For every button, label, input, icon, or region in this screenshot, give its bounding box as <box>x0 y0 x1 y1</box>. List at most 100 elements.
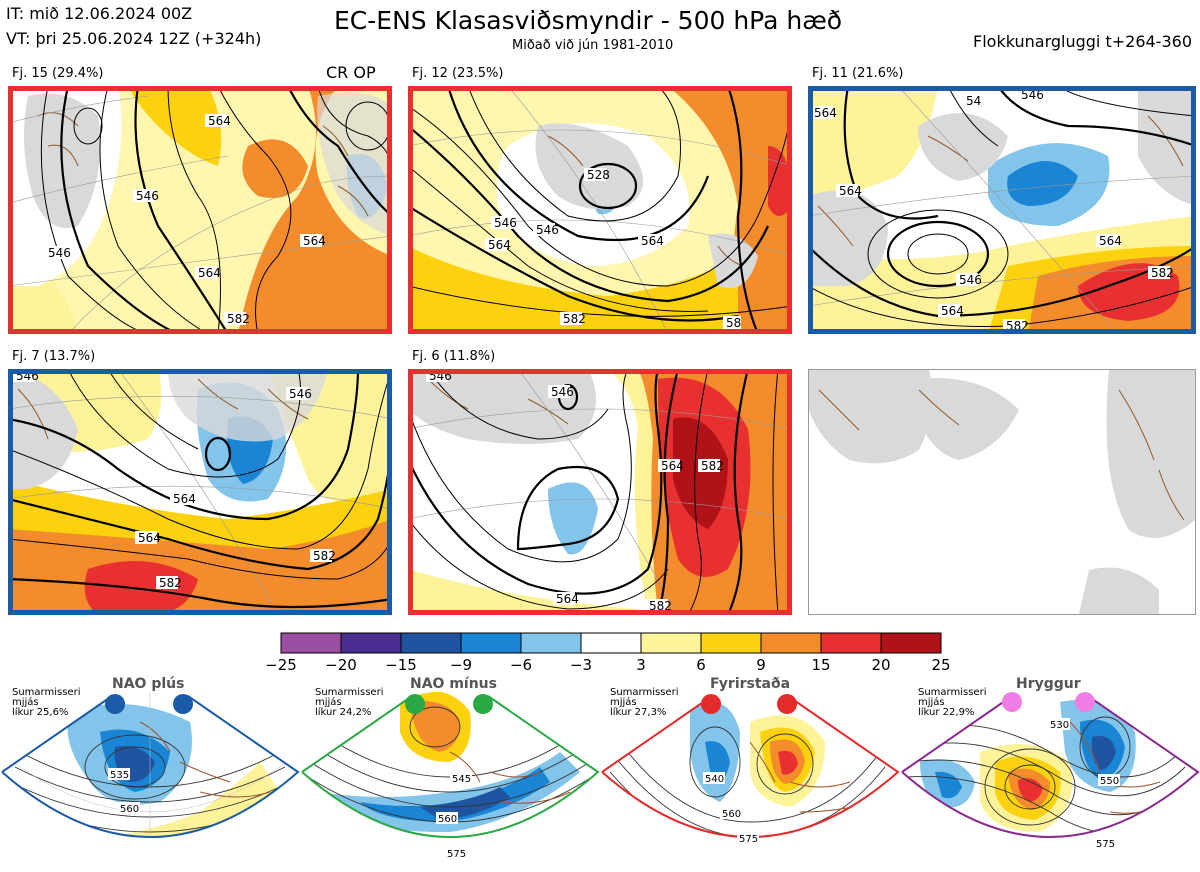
panel-5-frame <box>408 369 792 615</box>
circle-marker-icon <box>1002 692 1022 712</box>
colorbar-swatch <box>820 632 882 654</box>
colorbar-swatch <box>760 632 822 654</box>
circle-marker-icon <box>1075 692 1095 712</box>
empty-base-map <box>808 369 1196 615</box>
contour-label: 575 <box>1096 839 1115 850</box>
regime-1-map: 535 560 <box>1 692 300 838</box>
contour-label: 540 <box>705 774 724 785</box>
circle-marker-icon <box>473 694 493 714</box>
panel-1-label: Fj. 15 (29.4%) <box>12 66 104 81</box>
colorbar-tick-label: 9 <box>756 656 766 674</box>
contour-label: 582 <box>563 312 586 326</box>
contour-label: 582 <box>649 599 672 613</box>
colorbar-tick-label: −15 <box>385 656 417 674</box>
contour-label: 545 <box>452 774 471 785</box>
regime-3-name: Fyrirstaða <box>710 676 791 692</box>
colorbar-swatches <box>280 632 942 654</box>
regime-3-map: 540 560 575 <box>601 692 900 845</box>
regime-2-map: 545 560 575 <box>301 692 600 860</box>
classification-window: Flokkunargluggi t+264-360 <box>973 32 1192 51</box>
contour-label: 564 <box>1099 234 1122 248</box>
contour-label: 564 <box>661 459 684 473</box>
init-time: IT: mið 12.06.2024 00Z <box>6 4 193 23</box>
regime-2-name: NAO mínus <box>410 676 497 692</box>
colorbar <box>280 632 944 658</box>
contour-label: 575 <box>447 849 466 860</box>
circle-marker-icon <box>405 694 425 714</box>
contour-label: 564 <box>488 238 511 252</box>
colorbar-tick-label: 20 <box>871 656 891 674</box>
contour-label: 530 <box>1050 720 1069 731</box>
valid-time: VT: þri 25.06.2024 12Z (+324h) <box>6 29 262 48</box>
contour-label: 564 <box>173 492 196 506</box>
panel-5-label: Fj. 6 (11.8%) <box>412 349 496 364</box>
contour-label: 582 <box>159 576 182 590</box>
colorbar-swatch <box>280 632 342 654</box>
contour-label: 564 <box>303 234 326 248</box>
panel-3-frame <box>808 86 1196 334</box>
contour-label: 546 <box>136 189 159 203</box>
contour-label: 564 <box>641 234 664 248</box>
contour-label: 564 <box>556 592 579 606</box>
regime-4-info: Sumarmisseri mjjás líkur 22,9% <box>918 687 987 718</box>
regime-4-map: 530 550 575 <box>901 692 1200 850</box>
contour-label: 564 <box>941 304 964 318</box>
colorbar-tick-label: −20 <box>325 656 357 674</box>
contour-label: 564 <box>814 106 837 120</box>
contour-label: 546 <box>959 273 982 287</box>
circle-marker-icon <box>777 694 797 714</box>
colorbar-tick-label: 3 <box>636 656 646 674</box>
contour-label: 582 <box>1151 266 1174 280</box>
colorbar-swatch <box>700 632 762 654</box>
page-title: EC-ENS Klasasviðsmyndir - 500 hPa hæð <box>334 6 843 35</box>
colorbar-swatch <box>460 632 522 654</box>
circle-marker-icon <box>701 694 721 714</box>
panel-1-frame <box>8 86 392 334</box>
colorbar-tick-label: −3 <box>569 656 593 674</box>
contour-label: 582 <box>227 312 250 326</box>
page-subtitle: Miðað við jún 1981-2010 <box>512 38 674 53</box>
colorbar-tick-label: −9 <box>449 656 473 674</box>
panel-3-label: Fj. 11 (21.6%) <box>812 66 904 81</box>
contour-label: 575 <box>739 834 758 845</box>
circle-marker-icon <box>105 694 125 714</box>
contour-label: 564 <box>138 531 161 545</box>
colorbar-swatch <box>880 632 942 654</box>
cluster-map-3: 564 54 546 564 546 564 564 582 582 <box>808 86 1196 334</box>
colorbar-swatch <box>640 632 702 654</box>
colorbar-tick-label: −6 <box>509 656 533 674</box>
contour-label: 564 <box>208 114 231 128</box>
colorbar-tick-label: −25 <box>265 656 297 674</box>
cluster-map-5: 546 546 564 582 564 582 <box>408 369 792 615</box>
panel-1-tag: CR OP <box>326 63 376 82</box>
contour-label: 528 <box>587 168 610 182</box>
contour-label: 546 <box>551 385 574 399</box>
colorbar-swatch <box>520 632 582 654</box>
regime-1-name: NAO plús <box>112 676 185 692</box>
panel-4-label: Fj. 7 (13.7%) <box>12 349 96 364</box>
cluster-map-1: 546 546 564 564 564 582 <box>8 86 392 334</box>
contour-label: 560 <box>438 814 457 825</box>
contour-label: 560 <box>120 804 139 815</box>
contour-label: 564 <box>839 184 862 198</box>
panel-2-label: Fj. 12 (23.5%) <box>412 66 504 81</box>
contour-label: 546 <box>1021 88 1044 102</box>
cluster-map-2: 546 528 546 564 564 582 58 <box>408 86 792 334</box>
colorbar-tick-label: 15 <box>811 656 831 674</box>
colorbar-tick-label: 25 <box>931 656 951 674</box>
colorbar-swatch <box>580 632 642 654</box>
panel-2-frame <box>408 86 792 334</box>
circle-marker-icon <box>173 694 193 714</box>
contour-label: 582 <box>313 549 336 563</box>
contour-label: 546 <box>536 223 559 237</box>
contour-label: 564 <box>198 266 221 280</box>
regime-2-info: Sumarmisseri mjjás líkur 24,2% <box>315 687 384 718</box>
regime-row: Sumarmisseri mjjás líkur 25,6% NAO plús 53… <box>0 676 1200 871</box>
regime-3-info: Sumarmisseri mjjás líkur 27,3% <box>610 687 679 718</box>
colorbar-swatch <box>400 632 462 654</box>
cluster-map-4: 546 546 564 564 582 582 <box>8 369 392 615</box>
colorbar-swatch <box>340 632 402 654</box>
contour-label: 560 <box>722 809 741 820</box>
contour-label: 582 <box>701 459 724 473</box>
contour-label: 535 <box>110 770 129 781</box>
